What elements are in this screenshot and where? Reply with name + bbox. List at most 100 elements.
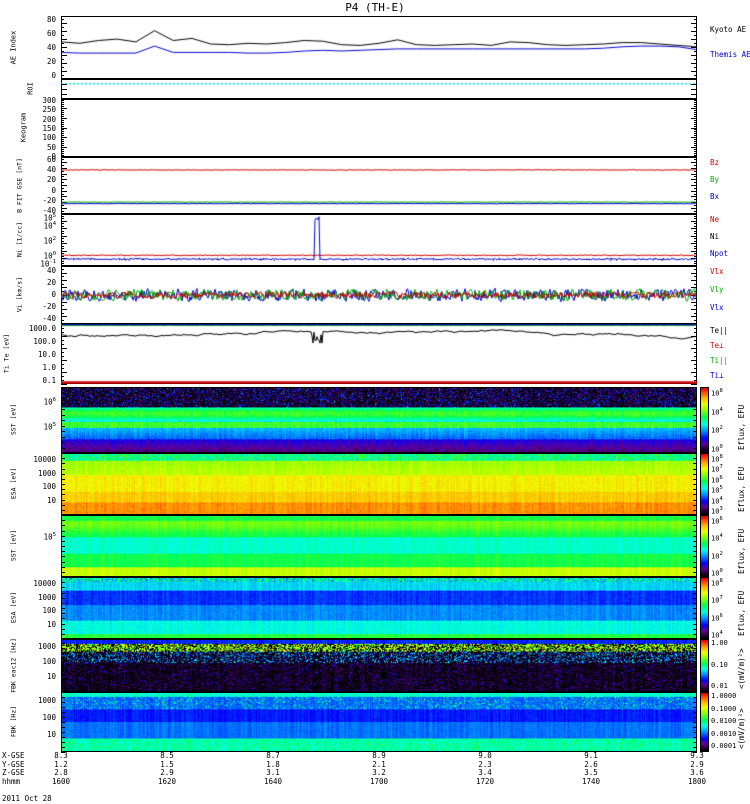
axis-tick [61,473,65,475]
x-axis-row-label: Y-GSE [2,759,25,769]
axis-tick [61,431,65,432]
colorbar-label-sst-e-1: 104 [711,533,723,543]
axis-tick [691,93,697,95]
legend-themis-ae: Themis AE [710,50,750,59]
axis-tick [693,683,697,685]
ytick-bfit-40: 40 [46,164,56,174]
axis-tick [61,146,67,148]
axis-tick [693,484,697,485]
colorbar-label-fbk-eac12-0: 1.00 [711,639,728,647]
legend-by: By [710,175,720,184]
x-axis-tick-value: 2.3 [478,759,492,769]
axis-tick [693,540,697,542]
axis-tick [693,678,697,680]
axis-tick [61,633,65,635]
axis-minor-tick [61,144,64,146]
axis-tick [61,661,65,663]
spectrogram-esa-i [61,453,697,515]
axis-minor-tick [694,113,697,115]
x-axis-tick-value: 2.1 [372,759,386,769]
axis-minor-tick [694,139,697,141]
colorbar-title-sst-e: Eflux, EFU [737,528,746,574]
colorbar-sst-i [700,387,709,453]
axis-tick [61,707,65,708]
axis-tick [693,546,697,547]
axis-tick [693,414,697,416]
x-axis-tick-value: 3.6 [690,768,704,778]
ytick-vi-40: 40 [46,265,56,275]
axis-tick [61,425,65,427]
x-axis-tick-value: 8.7 [266,751,280,760]
axis-minor-tick [694,142,697,144]
axis-tick [693,652,697,654]
ytick-bfit-0: 0 [51,185,56,195]
ytick-esa-e-1: 1000 [37,592,56,602]
colorbar-label-fbk-scm-2: 0.0100 [711,717,737,725]
axis-tick [693,608,697,609]
axis-tick [693,661,697,663]
axis-tick [61,387,65,388]
ylabel-sst-i: SST [eV] [9,403,18,436]
ytick-ni-10e2: 102 [43,236,56,246]
axis-tick [693,420,697,421]
axis-tick [61,623,65,625]
axis-tick [693,431,697,432]
axis-tick [61,737,65,738]
axis-tick [61,436,65,438]
axis-minor-tick [61,100,64,102]
x-axis-tick-value: 1600 [51,776,71,786]
axis-tick [693,633,697,635]
ytick-ni-10e-1: 10-1 [40,258,56,269]
axis-minor-tick [61,152,64,154]
colorbar-label-esa-i-1: 107 [711,464,723,474]
axis-tick [693,727,697,728]
ytick-esa-i-0: 10000 [33,455,56,465]
vi-traces [61,266,697,324]
axis-tick [61,525,65,527]
colorbar-title-fbk-eac12: <(mV/m)²> [737,648,746,689]
colorbar-label-sst-i-3: 100 [711,444,723,454]
axis-tick [61,494,65,496]
colorbar-label-esa-e-3: 104 [711,630,723,640]
ylabel-vi: Vi [km/s] [15,276,24,313]
axis-minor-tick [61,104,64,106]
axis-tick [691,137,697,139]
x-axis-tick-value: 2.9 [160,768,174,778]
colorbar-label-esa-i-2: 106 [711,474,723,485]
x-axis-tick-value: 8.3 [54,751,68,760]
colorbar-label-esa-i-3: 105 [711,485,723,495]
axis-tick [61,722,65,723]
ytick-fbk-scm-1: 100 [42,712,56,722]
axis-tick [693,398,697,399]
ytick-esa-i-2: 100 [42,482,56,492]
legend-tite-1: Te⊥ [710,341,724,350]
legend-npot: Npot [710,249,729,258]
x-axis-tick-value: 1.2 [54,759,68,769]
axis-tick [693,618,697,620]
axis-minor-tick [694,150,697,152]
axis-minor-tick [694,125,697,127]
axis-tick [693,687,697,689]
axis-tick [693,530,697,532]
axis-tick [693,561,697,563]
colorbar-label-fbk-scm-4: 0.0001 [711,742,737,750]
ytick-keogram-100: 100 [42,133,56,143]
ytick-fbk-scm-0: 1000 [37,696,56,706]
colorbar-esa-i [700,453,709,515]
axis-tick [61,468,65,470]
axis-tick [61,88,67,90]
axis-tick [693,592,697,594]
legend-bz: Bz [710,158,720,167]
axis-minor-tick [61,112,64,114]
axis-tick [61,484,65,485]
axis-tick [61,535,65,537]
axis-tick [693,504,697,506]
axis-tick [61,556,65,558]
axis-tick [693,702,697,703]
ytick-ae-0: 0 [51,70,56,80]
axis-tick [691,83,697,85]
legend-vi-1: Vly [710,285,724,294]
ytick-tite-10.0: 10.0 [37,350,56,360]
axis-tick [693,551,697,553]
